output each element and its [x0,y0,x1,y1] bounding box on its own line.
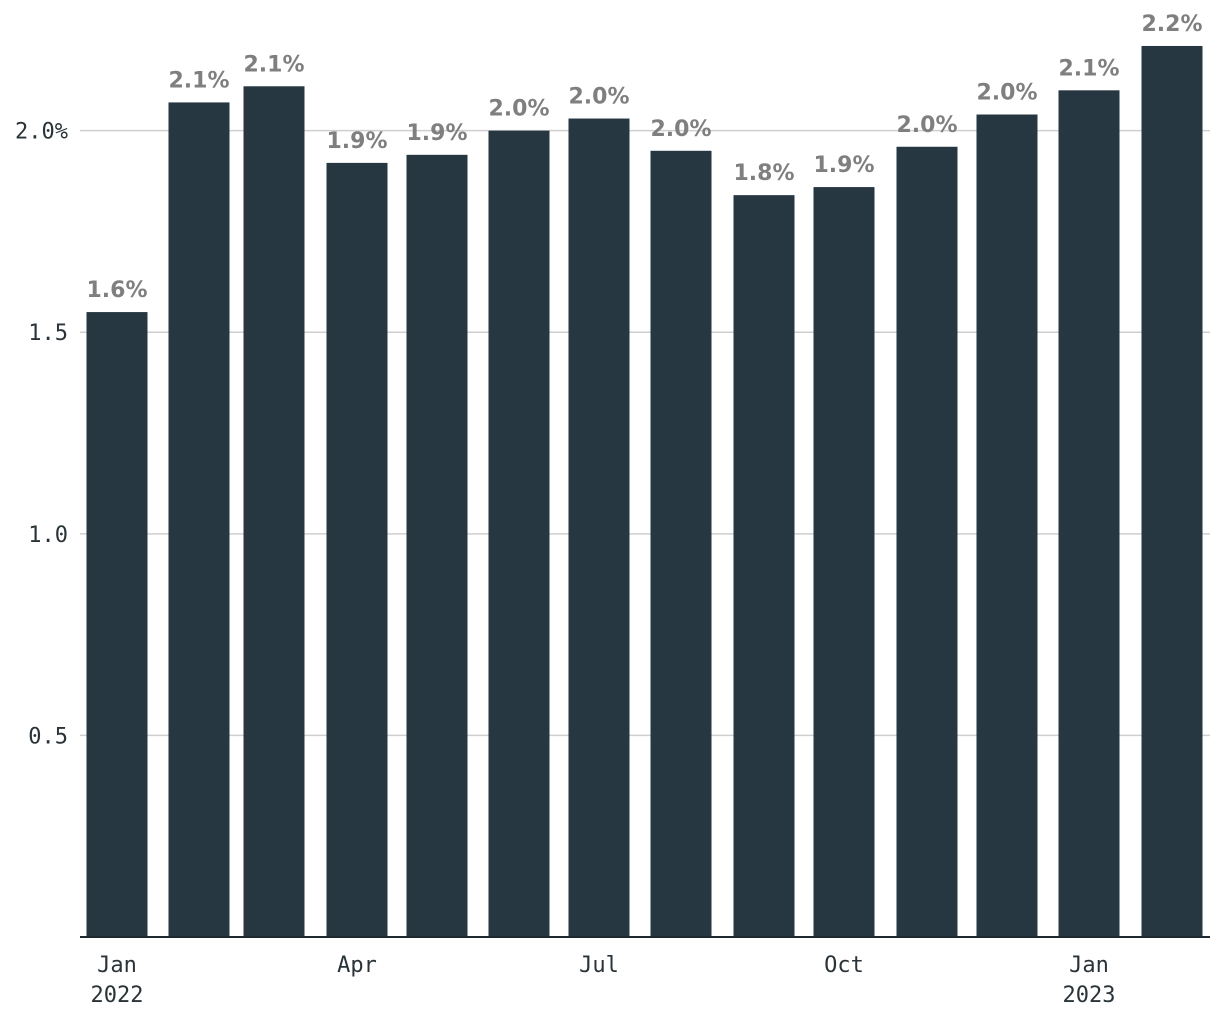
data-label: 2.1% [168,68,229,93]
bar [406,154,468,937]
x-tick-label: Jul [579,953,619,978]
y-tick-label: 1.0 [28,523,68,548]
x-tick-label: Jan [1069,953,1109,978]
bar [488,130,550,938]
bar [813,187,875,938]
y-tick-label: 0.5 [28,724,68,749]
bar [86,312,148,937]
x-tick-label: Oct [824,953,864,978]
bar [326,162,388,937]
data-label: 1.8% [733,161,794,186]
x-tick-label: Apr [337,953,377,978]
x-axis-ticks: Jan 2022 Apr Jul Oct Jan 2023 [91,953,1116,1008]
bar [896,146,958,937]
y-axis-ticks: 0.5 1.0 1.5 2.0% [15,120,68,750]
y-tick-label: 2.0% [15,120,68,145]
data-label: 2.0% [568,85,629,110]
data-label: 2.0% [650,117,711,142]
bar [1141,45,1203,937]
bar [243,86,305,937]
data-label: 2.0% [896,113,957,138]
bars [86,45,1203,938]
data-label: 1.9% [813,153,874,178]
data-label: 2.0% [488,97,549,122]
bar [733,195,795,938]
bar [650,150,712,937]
bar [568,118,630,938]
data-label: 2.1% [243,52,304,77]
bar [976,114,1038,937]
x-tick-label: 2022 [91,983,144,1008]
bar [168,102,230,937]
data-label: 2.1% [1058,56,1119,81]
data-labels: 1.6% 2.1% 2.1% 1.9% 1.9% 2.0% 2.0% 2.0% 1.8% 1.9%… [86,12,1202,303]
data-label: 1.9% [406,121,467,146]
y-tick-label: 1.5 [28,321,68,346]
x-tick-label: Jan [97,953,137,978]
data-label: 2.2% [1141,12,1202,37]
data-label: 1.9% [326,129,387,154]
data-label: 1.6% [86,278,147,303]
bar [1058,90,1120,938]
data-label: 2.0% [976,81,1037,106]
x-tick-label: 2023 [1063,983,1116,1008]
